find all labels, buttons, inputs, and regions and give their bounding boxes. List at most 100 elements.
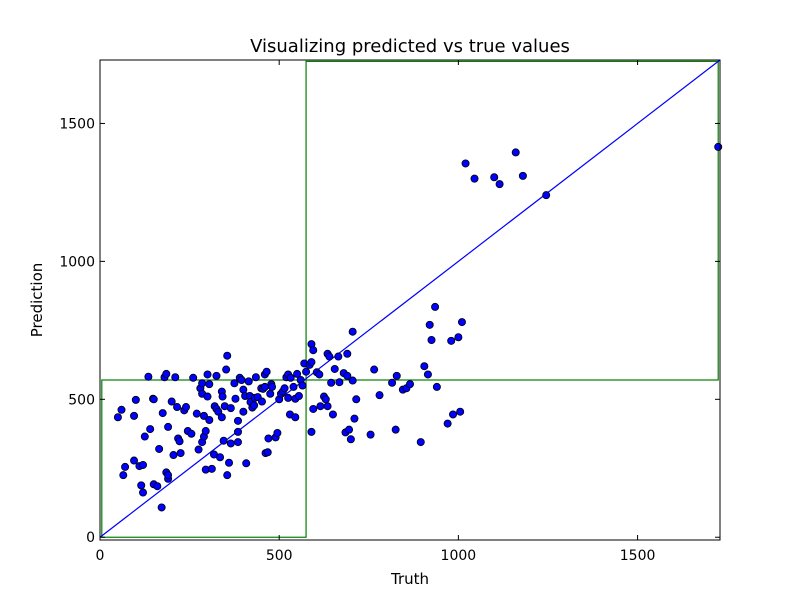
data-point xyxy=(171,373,180,382)
data-point xyxy=(194,445,203,454)
data-point xyxy=(262,367,271,376)
data-point xyxy=(427,335,436,344)
data-point xyxy=(495,180,504,189)
data-point xyxy=(139,460,148,469)
data-point xyxy=(164,471,173,480)
data-point xyxy=(158,409,167,418)
data-point xyxy=(293,369,302,378)
data-point xyxy=(155,444,164,453)
y-axis-label: Prediction xyxy=(28,263,46,338)
data-point xyxy=(146,425,155,434)
x-tick-label: 1500 xyxy=(620,548,656,564)
data-point xyxy=(182,403,191,412)
data-point xyxy=(223,351,232,360)
data-point xyxy=(244,377,253,386)
data-point xyxy=(432,382,441,391)
data-point xyxy=(454,333,463,342)
data-point xyxy=(420,362,429,371)
data-point xyxy=(273,428,282,437)
data-point xyxy=(470,174,479,183)
data-point xyxy=(137,481,146,490)
data-point xyxy=(345,425,354,434)
data-point xyxy=(346,435,355,444)
data-point xyxy=(405,380,414,389)
data-point xyxy=(218,392,227,401)
data-point xyxy=(233,438,242,447)
data-point xyxy=(416,438,425,447)
data-point xyxy=(205,380,214,389)
data-point xyxy=(130,456,139,465)
data-point xyxy=(291,413,300,422)
data-point xyxy=(223,471,232,480)
data-point xyxy=(189,373,198,382)
data-point xyxy=(164,422,173,431)
data-point xyxy=(144,372,153,381)
data-point xyxy=(257,397,266,406)
region-box-2 xyxy=(305,60,719,381)
data-point xyxy=(233,416,242,425)
data-point xyxy=(201,427,210,436)
data-point xyxy=(302,367,311,376)
data-point xyxy=(230,379,239,388)
data-point xyxy=(316,402,325,411)
y-tick-label: 1000 xyxy=(59,254,95,270)
data-point xyxy=(199,411,208,420)
data-point xyxy=(307,427,316,436)
data-point xyxy=(375,391,384,400)
data-points xyxy=(113,142,723,512)
data-point xyxy=(714,142,723,151)
data-point xyxy=(251,373,260,382)
data-point xyxy=(242,459,251,468)
data-point xyxy=(214,407,223,416)
data-point xyxy=(263,448,272,457)
data-point xyxy=(335,378,344,387)
data-point xyxy=(298,381,307,390)
data-point xyxy=(173,403,182,412)
data-point xyxy=(268,382,277,391)
data-point xyxy=(121,462,130,471)
data-point xyxy=(153,482,162,491)
data-point xyxy=(542,191,551,200)
data-point xyxy=(352,395,361,404)
data-point xyxy=(226,404,235,413)
data-point xyxy=(264,434,273,443)
data-point xyxy=(266,389,275,398)
data-point xyxy=(392,371,401,380)
plot-area-border xyxy=(99,59,721,541)
data-point xyxy=(431,302,440,311)
y-tick-label: 0 xyxy=(86,530,95,546)
x-tick-label: 0 xyxy=(96,548,105,564)
y-tick-label: 500 xyxy=(68,392,95,408)
data-point xyxy=(169,451,178,460)
identity-line-group xyxy=(99,59,721,538)
data-point xyxy=(490,173,499,182)
data-point xyxy=(222,365,231,374)
data-point xyxy=(350,414,359,423)
data-point xyxy=(233,427,242,436)
data-point xyxy=(348,376,357,385)
data-point xyxy=(117,405,126,414)
data-point xyxy=(425,320,434,329)
data-point xyxy=(327,378,336,387)
y-tick-label: 1500 xyxy=(59,116,95,132)
data-point xyxy=(212,371,221,380)
data-point xyxy=(307,358,316,367)
x-axis: 0 500 1000 1500 xyxy=(96,60,656,564)
data-point xyxy=(192,409,201,418)
data-point xyxy=(457,318,466,327)
data-point xyxy=(370,365,379,374)
data-point xyxy=(207,464,216,473)
data-point xyxy=(216,453,225,462)
data-point xyxy=(284,393,293,402)
data-point xyxy=(348,327,357,336)
data-point xyxy=(131,395,140,404)
data-point xyxy=(391,425,400,434)
data-point xyxy=(225,458,234,467)
data-point xyxy=(294,391,303,400)
data-point xyxy=(237,375,246,384)
data-point xyxy=(309,404,318,413)
data-point xyxy=(139,488,148,497)
data-point xyxy=(321,395,330,404)
data-point xyxy=(328,410,337,419)
data-point xyxy=(203,392,212,401)
